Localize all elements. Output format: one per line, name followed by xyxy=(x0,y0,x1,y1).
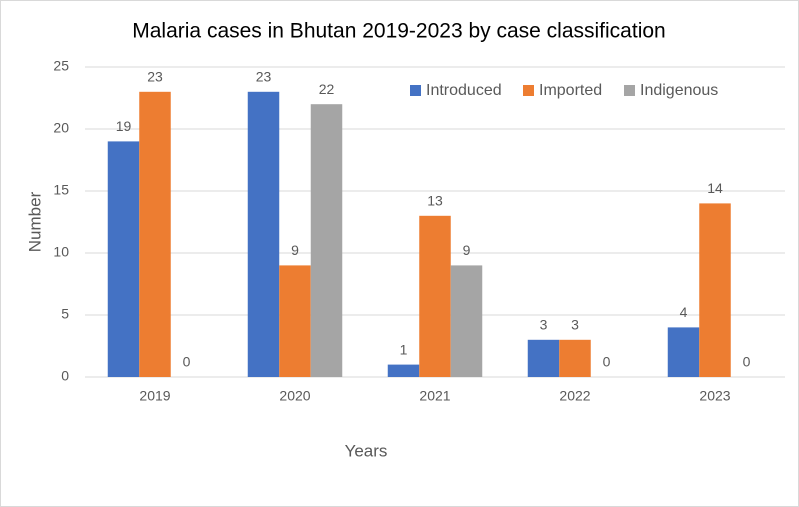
data-label: 4 xyxy=(680,304,688,320)
bar xyxy=(559,339,591,377)
y-tick-label: 25 xyxy=(53,58,69,74)
bar xyxy=(139,91,171,378)
legend-label: Introduced xyxy=(426,82,502,99)
data-label: 1 xyxy=(400,341,408,357)
data-label: 0 xyxy=(603,354,611,370)
y-tick-label: 15 xyxy=(53,182,69,198)
x-axis-title: Years xyxy=(345,441,388,460)
bar xyxy=(667,327,700,377)
data-label: 14 xyxy=(707,180,723,196)
x-tick-label: 2021 xyxy=(419,388,450,404)
data-label: 23 xyxy=(147,69,163,85)
bar xyxy=(279,265,311,377)
bar xyxy=(387,364,420,377)
bar xyxy=(527,339,560,377)
y-axis-title: Number xyxy=(25,191,44,252)
x-tick-label: 2023 xyxy=(699,388,730,404)
y-tick-label: 5 xyxy=(61,306,69,322)
chart-title: Malaria cases in Bhutan 2019-2023 by cas… xyxy=(132,20,665,43)
data-label: 3 xyxy=(571,317,579,333)
legend-swatch xyxy=(410,85,421,96)
legend-swatch xyxy=(523,85,534,96)
data-label: 9 xyxy=(463,242,471,258)
data-label: 0 xyxy=(183,354,191,370)
x-tick-label: 2020 xyxy=(279,388,310,404)
data-label: 19 xyxy=(116,118,132,134)
data-label: 3 xyxy=(540,317,548,333)
y-tick-label: 20 xyxy=(53,120,69,136)
y-tick-label: 0 xyxy=(61,368,69,384)
x-tick-label: 2019 xyxy=(139,388,170,404)
bar xyxy=(419,215,451,377)
bar xyxy=(699,203,731,377)
legend-swatch xyxy=(624,85,635,96)
bar xyxy=(247,91,280,378)
data-label: 9 xyxy=(291,242,299,258)
x-tick-label: 2022 xyxy=(559,388,590,404)
data-label: 23 xyxy=(256,69,272,85)
bar xyxy=(107,141,140,377)
data-label: 0 xyxy=(743,354,751,370)
bar xyxy=(450,265,483,377)
data-label: 22 xyxy=(319,81,335,97)
data-label: 13 xyxy=(427,193,443,209)
bar xyxy=(310,104,343,377)
legend-label: Imported xyxy=(539,82,602,99)
legend-label: Indigenous xyxy=(640,82,718,99)
y-tick-label: 10 xyxy=(53,244,69,260)
